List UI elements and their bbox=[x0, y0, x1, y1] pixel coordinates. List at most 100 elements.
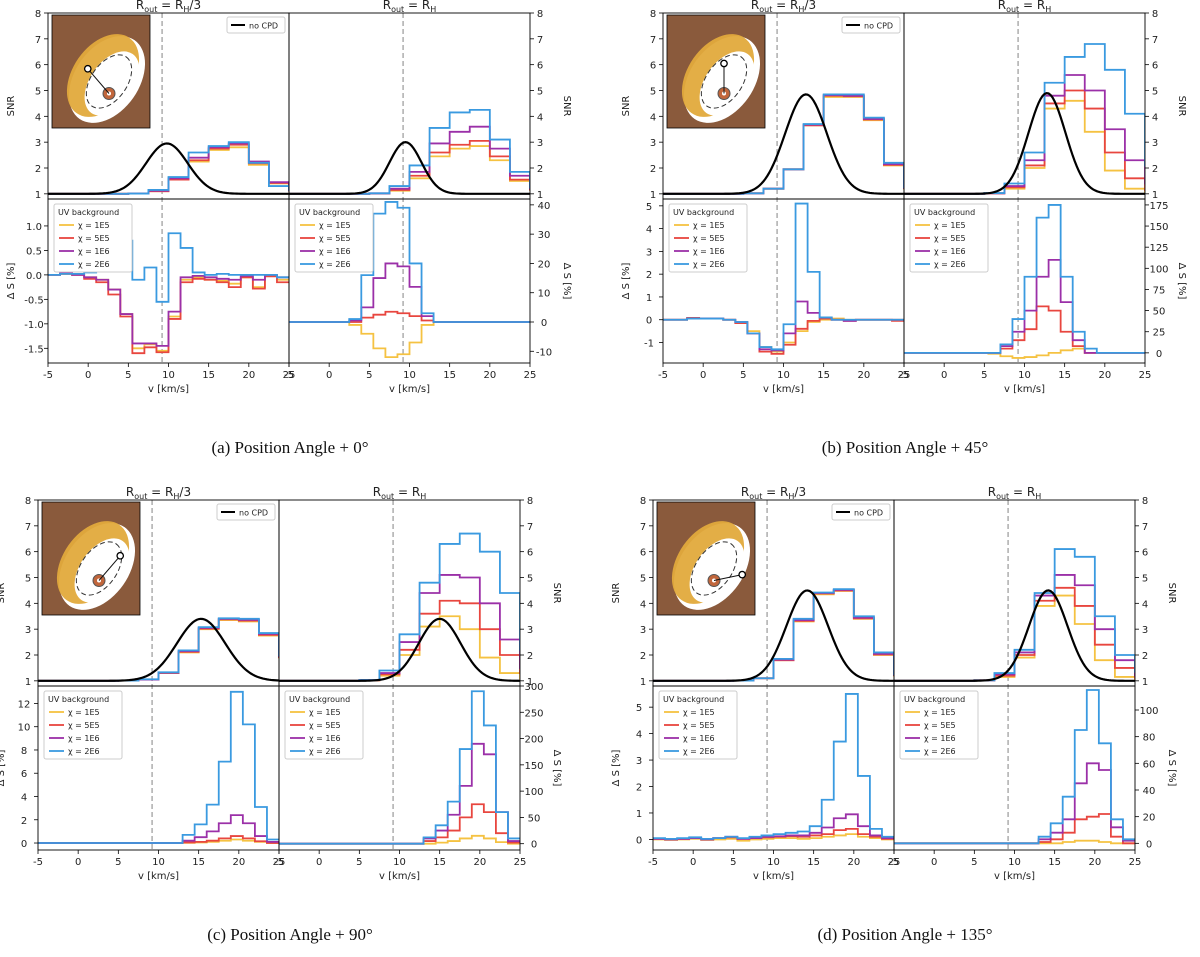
ds-series-1 bbox=[279, 834, 520, 845]
ds-y-tick-label: 0 bbox=[646, 316, 652, 327]
ds-axis-label: Δ S [%] bbox=[0, 749, 7, 786]
ds-y-tick-label: 1 bbox=[636, 809, 642, 820]
snr-y-tick-label: 6 bbox=[1152, 61, 1158, 72]
inset-disk-image bbox=[666, 14, 766, 129]
uv-legend-title: UV background bbox=[289, 695, 350, 704]
x-tick-label: 20 bbox=[232, 857, 245, 868]
inset-disk-gap bbox=[699, 51, 755, 116]
panel-a: Rout = RH/3-5 0 5 10 15 20 25v [km/s]12345678-… bbox=[6, 0, 572, 395]
x-tick-label: 25 bbox=[1139, 370, 1152, 381]
uv-legend-entry: χ = 1E5 bbox=[319, 221, 351, 230]
inset-disk-gap bbox=[689, 538, 745, 603]
nocpd-legend-label: no CPD bbox=[854, 509, 883, 518]
inset-disk-image bbox=[41, 501, 141, 616]
uv-legend-entry: χ = 1E6 bbox=[683, 734, 715, 743]
ds-y-tick-label: 4 bbox=[636, 730, 642, 741]
snr-y-tick-label: 2 bbox=[25, 651, 31, 662]
inset-planet-vector bbox=[87, 68, 110, 94]
snr-y-tick-label: 4 bbox=[25, 599, 31, 610]
subplot-title-right: Rout = RH bbox=[383, 0, 437, 14]
snr-y-tick-label: 1 bbox=[1142, 677, 1148, 688]
x-tick-label: 25 bbox=[524, 370, 537, 381]
ds-y-tick-label: 0.0 bbox=[26, 271, 42, 282]
snr-nocpd-curve bbox=[653, 589, 894, 682]
uv-legend-box bbox=[53, 203, 133, 273]
ds-axis-label: Δ S [%] bbox=[561, 263, 572, 300]
x-tick-label: 25 bbox=[273, 857, 286, 868]
snr-nocpd-curve bbox=[289, 141, 530, 195]
x-tick-label: 10 bbox=[1008, 857, 1021, 868]
x-tick-label: -5 bbox=[33, 857, 43, 868]
snr-y-tick-label: 7 bbox=[537, 35, 543, 46]
uv-legend-title: UV background bbox=[58, 208, 119, 217]
uv-legend-title: UV background bbox=[48, 695, 109, 704]
subplot-title-left: Rout = RH/3 bbox=[751, 0, 816, 14]
ds-y-tick-label: 6 bbox=[21, 769, 27, 780]
x-tick-label: -5 bbox=[658, 370, 668, 381]
snr-series-4 bbox=[894, 548, 1135, 682]
ds-series-1 bbox=[289, 321, 530, 359]
nocpd-legend-label: no CPD bbox=[239, 509, 268, 518]
subplot-title-right: Rout = RH bbox=[998, 0, 1052, 14]
snr-nocpd-curve bbox=[38, 617, 279, 682]
ds-y-tick-label: 175 bbox=[1149, 201, 1168, 212]
ds-y-tick-label: 0 bbox=[1146, 839, 1152, 850]
inset-disk-gap bbox=[84, 51, 140, 116]
ds-y-tick-label: 0 bbox=[636, 835, 642, 846]
snr-y-tick-label: 7 bbox=[35, 35, 41, 46]
snr-series-3 bbox=[279, 574, 520, 682]
snr-y-tick-label: 7 bbox=[25, 522, 31, 533]
uv-legend-box bbox=[899, 690, 979, 760]
nocpd-legend-box bbox=[841, 16, 901, 34]
caption-d: (d) Position Angle + 135° bbox=[817, 925, 993, 944]
x-tick-label: 0 bbox=[941, 370, 947, 381]
panel-b: Rout = RH/3-5 0 5 10 15 20 25v [km/s]12345678-… bbox=[621, 0, 1187, 395]
nocpd-legend-box bbox=[831, 503, 891, 521]
snr-y-tick-label: 3 bbox=[650, 138, 656, 149]
snr-y-tick-label: 4 bbox=[640, 599, 646, 610]
ds-y-tick-label: 25 bbox=[1153, 328, 1166, 339]
uv-legend-entry: χ = 1E5 bbox=[683, 708, 715, 717]
uv-legend-entry: χ = 1E5 bbox=[68, 708, 100, 717]
snr-y-tick-label: 2 bbox=[527, 651, 533, 662]
subplot-title-left: Rout = RH/3 bbox=[126, 485, 191, 501]
x-tick-label: 5 bbox=[981, 370, 987, 381]
ds-y-tick-label: 150 bbox=[1149, 222, 1168, 233]
snr-y-tick-label: 2 bbox=[537, 164, 543, 175]
snr-y-tick-label: 7 bbox=[1142, 522, 1148, 533]
snr-axis-label: SNR bbox=[0, 583, 7, 604]
panel-d: Rout = RH/3-5 0 5 10 15 20 25v [km/s]123456780… bbox=[611, 485, 1177, 882]
snr-series-4 bbox=[663, 93, 904, 195]
inset-planet-vector bbox=[98, 555, 121, 581]
ds-y-tick-label: 0 bbox=[531, 840, 537, 851]
snr-series-2 bbox=[289, 139, 530, 195]
ds-y-tick-label: 80 bbox=[1143, 733, 1156, 744]
snr-y-tick-label: 4 bbox=[35, 112, 41, 123]
ds-axis-label: Δ S [%] bbox=[6, 262, 17, 299]
x-tick-label: 5 bbox=[115, 857, 121, 868]
x-tick-label: 5 bbox=[125, 370, 131, 381]
x-tick-label: 5 bbox=[366, 370, 372, 381]
x-axis-label: v [km/s] bbox=[389, 384, 430, 395]
uv-legend-box bbox=[284, 690, 364, 760]
snr-axis-label: SNR bbox=[6, 96, 17, 117]
x-tick-label: 20 bbox=[242, 370, 255, 381]
nocpd-legend-label: no CPD bbox=[249, 22, 278, 31]
snr-axis-label: SNR bbox=[551, 583, 562, 604]
snr-axis-label: SNR bbox=[611, 583, 622, 604]
snr-y-tick-label: 4 bbox=[1152, 112, 1158, 123]
inset-planet-marker bbox=[83, 64, 92, 73]
ds-series-4 bbox=[904, 204, 1145, 354]
inset-planet-marker bbox=[738, 570, 747, 579]
inset-disk-image bbox=[51, 14, 151, 129]
snr-axis-label: SNR bbox=[561, 96, 572, 117]
x-tick-label: 20 bbox=[473, 857, 486, 868]
x-tick-label: 15 bbox=[1048, 857, 1061, 868]
x-tick-label: 10 bbox=[1018, 370, 1031, 381]
ds-y-tick-label: 1.0 bbox=[26, 222, 42, 233]
subplot-title-left: Rout = RH/3 bbox=[741, 485, 806, 501]
uv-legend-box bbox=[668, 203, 748, 273]
subplot-title-left: Rout = RH/3 bbox=[136, 0, 201, 14]
x-tick-label: 25 bbox=[514, 857, 527, 868]
inset-disk-gap bbox=[74, 538, 130, 603]
